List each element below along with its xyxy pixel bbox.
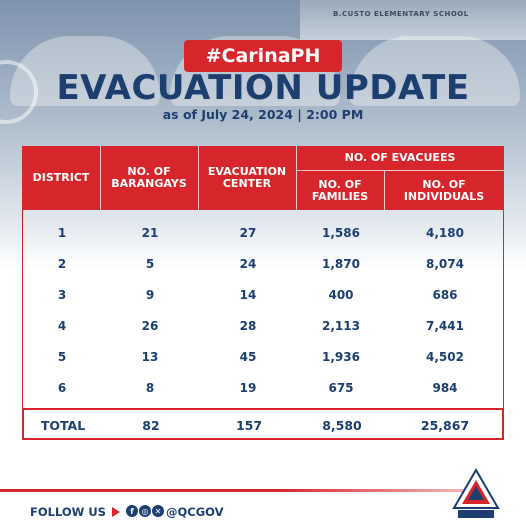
header-evacuees: NO. OF EVACUEES <box>344 151 456 164</box>
cell-center: 45 <box>239 350 257 364</box>
cell-barangays: 21 <box>141 226 159 240</box>
footer-divider <box>0 489 466 492</box>
total-families: 8,580 <box>322 418 362 433</box>
header-individuals: NO. OF INDIVIDUALS <box>403 177 485 203</box>
cell-barangays: 8 <box>145 381 155 395</box>
play-arrow-icon <box>112 507 120 517</box>
header-divider <box>384 171 385 210</box>
header-district: DISTRICT <box>32 171 90 184</box>
total-center: 157 <box>235 418 263 433</box>
school-building <box>300 0 526 40</box>
cell-families: 400 <box>328 288 354 302</box>
header-divider <box>100 146 101 210</box>
cell-families: 1,870 <box>322 257 360 271</box>
cell-district: 6 <box>57 381 67 395</box>
total-label: TOTAL <box>40 418 86 433</box>
cell-families: 2,113 <box>322 319 360 333</box>
total-row: TOTAL 82 157 8,580 25,867 <box>22 408 504 440</box>
twitter-icon[interactable]: ✕ <box>152 505 164 517</box>
page-title: EVACUATION UPDATE <box>56 68 470 108</box>
header-divider <box>296 170 504 171</box>
cell-center: 24 <box>239 257 257 271</box>
cell-center: 19 <box>239 381 257 395</box>
cell-individuals: 4,502 <box>426 350 464 364</box>
table-row: 3 9 14 400 686 <box>23 284 503 306</box>
social-handle[interactable]: @QCGOV <box>166 505 224 519</box>
cell-district: 1 <box>57 226 67 240</box>
cell-individuals: 984 <box>432 381 458 395</box>
cell-center: 27 <box>239 226 257 240</box>
cell-barangays: 9 <box>145 288 155 302</box>
header-evacuation-center: EVACUATION CENTER <box>207 165 287 190</box>
table-row: 4 26 28 2,113 7,441 <box>23 315 503 337</box>
header-families: NO. OF FAMILIES <box>311 177 369 203</box>
cell-district: 2 <box>57 257 67 271</box>
page-subtitle: as of July 24, 2024 | 2:00 PM <box>162 107 364 122</box>
cell-district: 3 <box>57 288 67 302</box>
hashtag-badge: #CarinaPH <box>184 40 342 72</box>
cell-families: 675 <box>328 381 354 395</box>
cell-families: 1,586 <box>322 226 360 240</box>
cell-families: 1,936 <box>322 350 360 364</box>
follow-us-label: FOLLOW US <box>30 505 106 519</box>
cell-barangays: 26 <box>141 319 159 333</box>
header-divider <box>198 146 199 210</box>
header-divider <box>296 146 297 210</box>
cell-district: 5 <box>57 350 67 364</box>
school-sign: B.CUSTO ELEMENTARY SCHOOL <box>333 10 469 18</box>
cell-individuals: 4,180 <box>426 226 464 240</box>
evacuation-table: DISTRICT NO. OF BARANGAYS EVACUATION CEN… <box>22 146 504 440</box>
table-body: 1 21 27 1,586 4,180 2 5 24 1,870 8,074 3… <box>22 210 504 408</box>
table-header: DISTRICT NO. OF BARANGAYS EVACUATION CEN… <box>22 146 504 210</box>
cell-center: 28 <box>239 319 257 333</box>
table-row: 6 8 19 675 984 <box>23 377 503 399</box>
cell-barangays: 5 <box>145 257 155 271</box>
total-individuals: 25,867 <box>420 418 470 433</box>
table-row: 1 21 27 1,586 4,180 <box>23 222 503 244</box>
facebook-icon[interactable]: f <box>126 505 138 517</box>
city-seal-icon <box>452 468 500 518</box>
tent-shape <box>350 36 520 106</box>
header-barangays: NO. OF BARANGAYS <box>111 165 187 190</box>
table-row: 5 13 45 1,936 4,502 <box>23 346 503 368</box>
cell-barangays: 13 <box>141 350 159 364</box>
table-row: 2 5 24 1,870 8,074 <box>23 253 503 275</box>
cell-district: 4 <box>57 319 67 333</box>
total-barangays: 82 <box>142 418 160 433</box>
cell-individuals: 686 <box>432 288 458 302</box>
cell-individuals: 8,074 <box>426 257 464 271</box>
cell-individuals: 7,441 <box>426 319 464 333</box>
instagram-icon[interactable]: ◎ <box>139 505 151 517</box>
cell-center: 14 <box>239 288 257 302</box>
